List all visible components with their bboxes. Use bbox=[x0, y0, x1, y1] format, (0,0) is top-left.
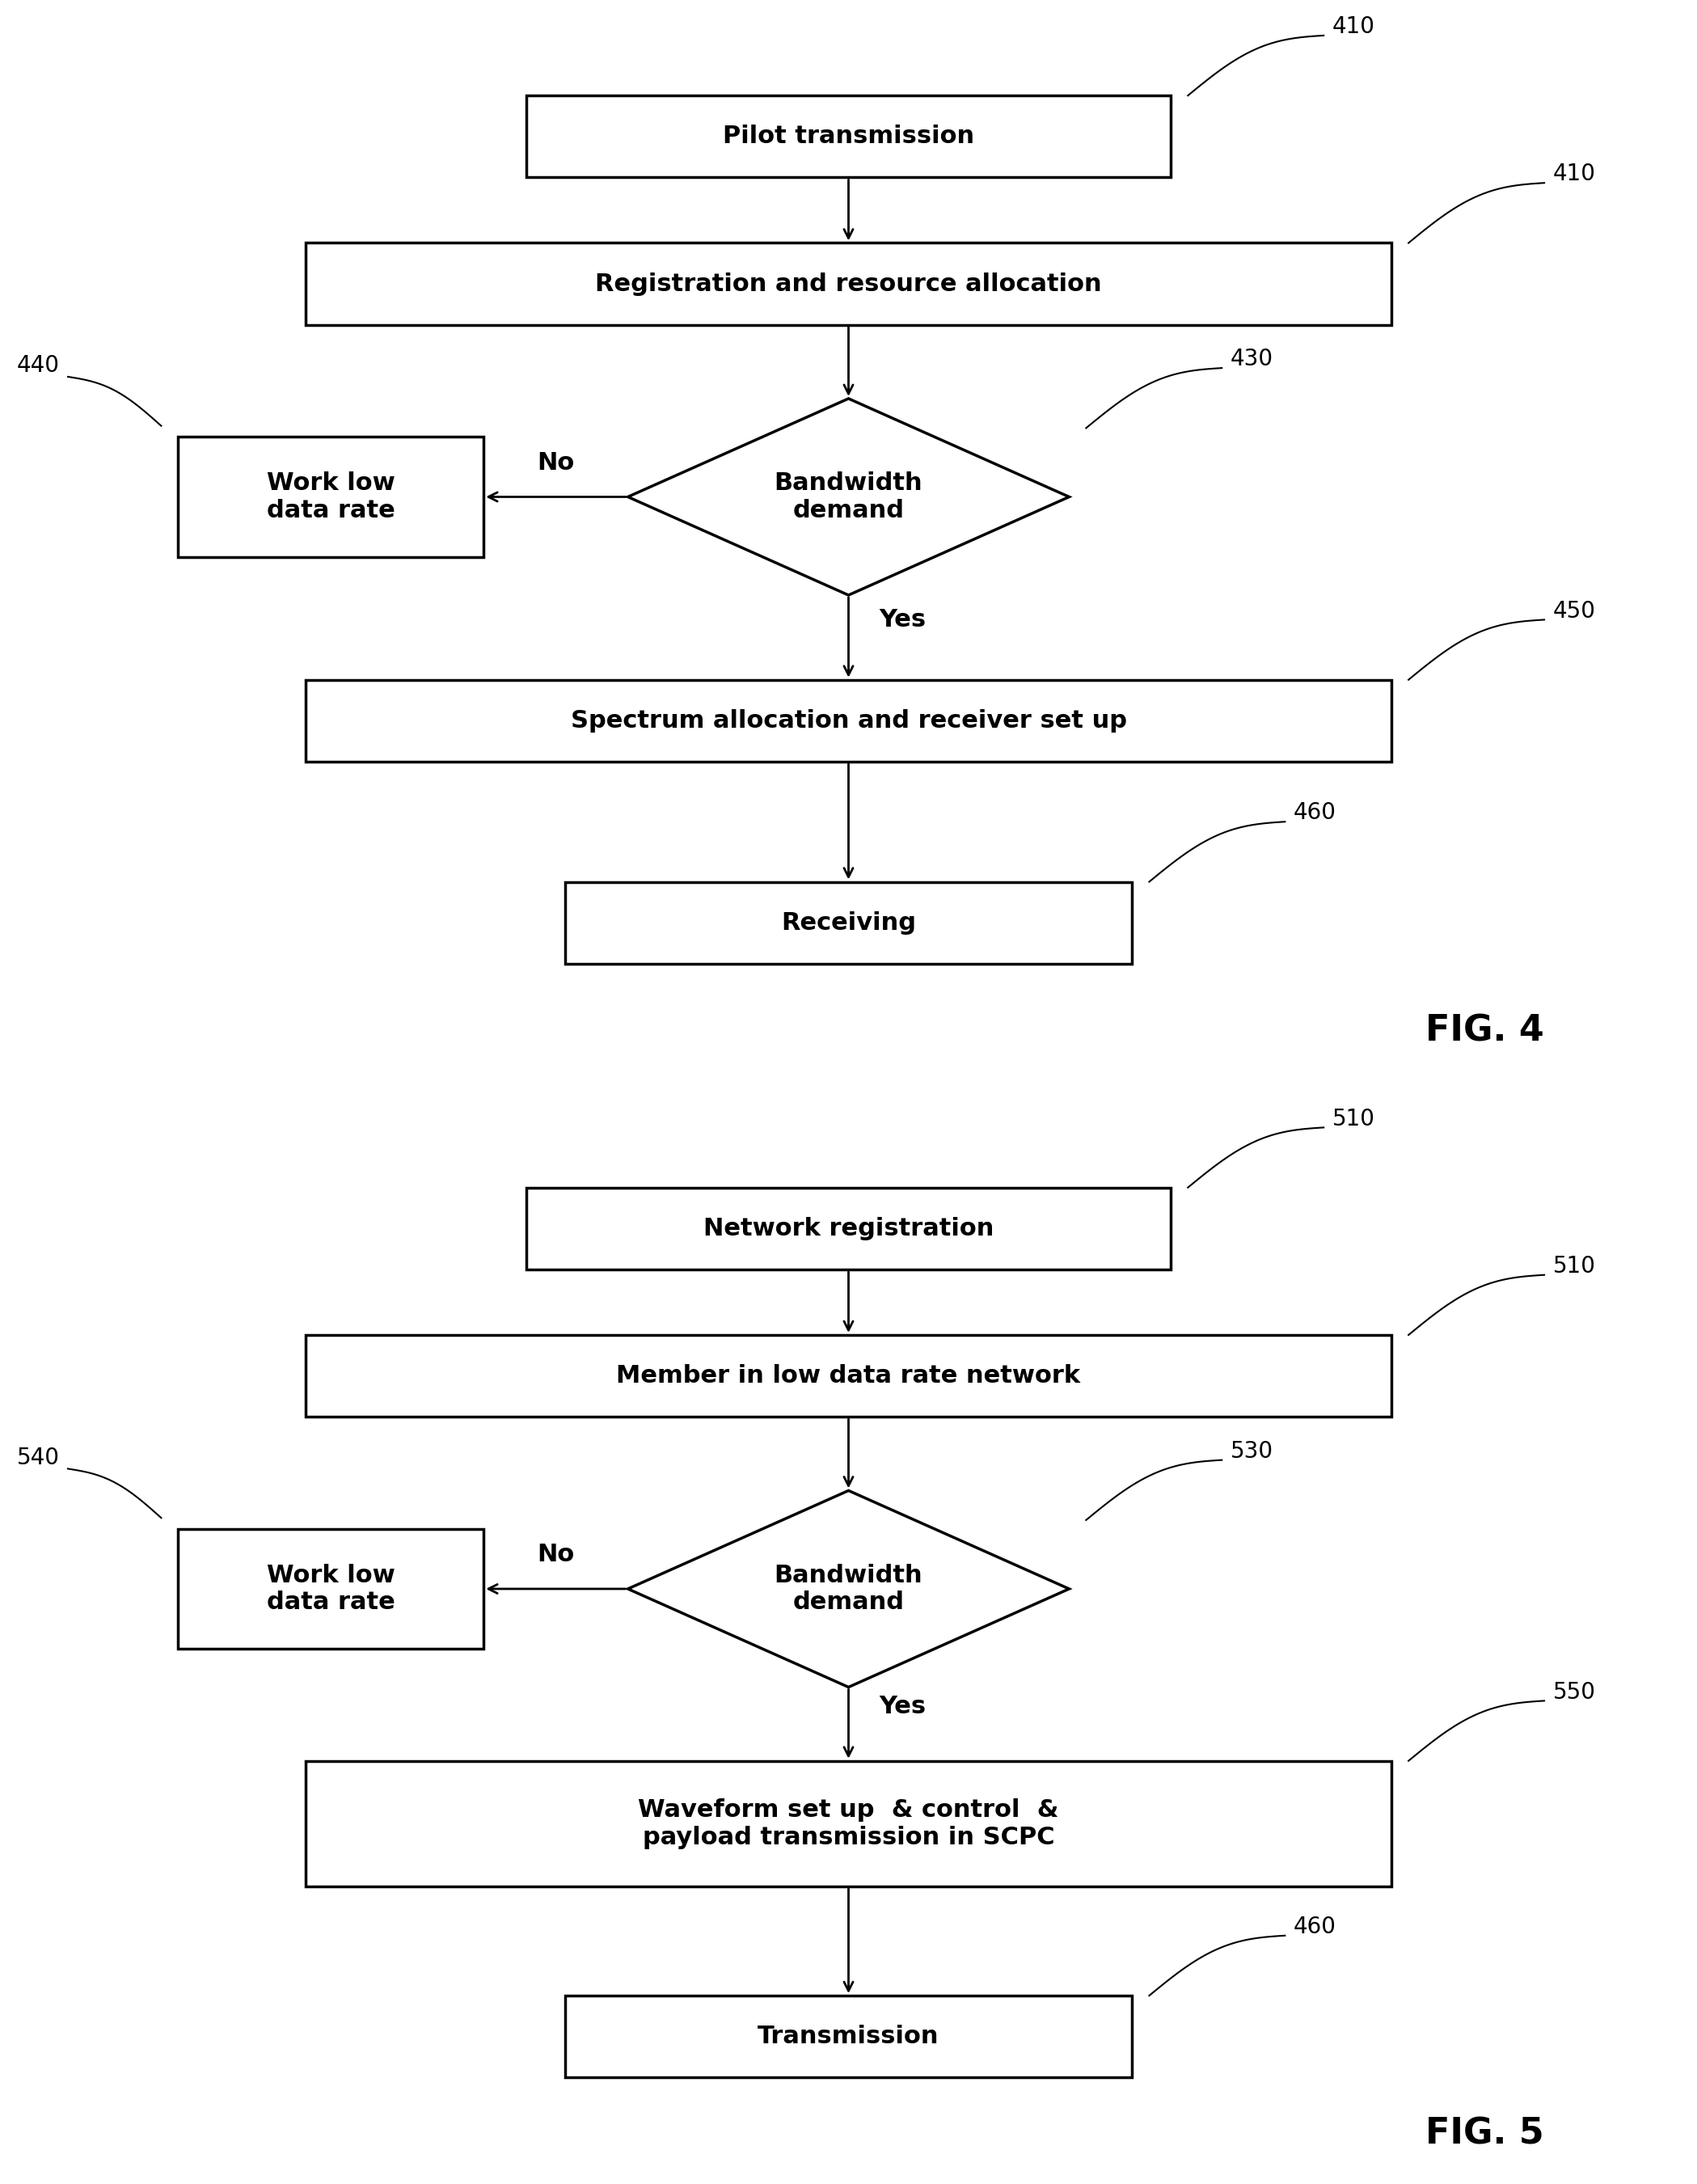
Text: Yes: Yes bbox=[879, 607, 927, 631]
Text: No: No bbox=[536, 450, 575, 474]
Text: 540: 540 bbox=[17, 1446, 59, 1470]
Text: FIG. 5: FIG. 5 bbox=[1425, 2116, 1544, 2151]
Text: 460: 460 bbox=[1293, 802, 1336, 823]
Text: 460: 460 bbox=[1293, 1915, 1336, 1937]
FancyBboxPatch shape bbox=[526, 1188, 1171, 1269]
Text: 510: 510 bbox=[1553, 1256, 1595, 1278]
Text: Bandwidth
demand: Bandwidth demand bbox=[774, 1564, 923, 1614]
Text: 410: 410 bbox=[1553, 164, 1595, 186]
Text: No: No bbox=[536, 1542, 575, 1566]
Text: 410: 410 bbox=[1332, 15, 1375, 37]
Text: 440: 440 bbox=[17, 354, 59, 378]
FancyBboxPatch shape bbox=[305, 679, 1392, 762]
FancyBboxPatch shape bbox=[178, 437, 484, 557]
FancyBboxPatch shape bbox=[305, 1334, 1392, 1417]
Text: Bandwidth
demand: Bandwidth demand bbox=[774, 472, 923, 522]
Text: 450: 450 bbox=[1553, 601, 1595, 622]
Text: Work low
data rate: Work low data rate bbox=[266, 1564, 395, 1614]
FancyBboxPatch shape bbox=[178, 1529, 484, 1649]
Text: Receiving: Receiving bbox=[781, 911, 916, 935]
Text: FIG. 4: FIG. 4 bbox=[1425, 1013, 1544, 1048]
Text: Registration and resource allocation: Registration and resource allocation bbox=[596, 273, 1101, 295]
Text: Member in low data rate network: Member in low data rate network bbox=[616, 1365, 1081, 1387]
Text: Pilot transmission: Pilot transmission bbox=[723, 124, 974, 149]
Text: Spectrum allocation and receiver set up: Spectrum allocation and receiver set up bbox=[570, 710, 1127, 732]
Polygon shape bbox=[628, 1489, 1069, 1686]
Polygon shape bbox=[628, 397, 1069, 594]
Text: 430: 430 bbox=[1230, 347, 1273, 371]
Text: Transmission: Transmission bbox=[759, 2025, 938, 2049]
FancyBboxPatch shape bbox=[526, 96, 1171, 177]
FancyBboxPatch shape bbox=[565, 882, 1132, 963]
FancyBboxPatch shape bbox=[305, 242, 1392, 325]
Text: 530: 530 bbox=[1230, 1439, 1273, 1463]
FancyBboxPatch shape bbox=[305, 1760, 1392, 1887]
Text: Work low
data rate: Work low data rate bbox=[266, 472, 395, 522]
Text: 550: 550 bbox=[1553, 1682, 1595, 1704]
FancyBboxPatch shape bbox=[565, 1996, 1132, 2077]
Text: 510: 510 bbox=[1332, 1107, 1375, 1129]
Text: Network registration: Network registration bbox=[703, 1216, 994, 1241]
Text: Yes: Yes bbox=[879, 1695, 927, 1719]
Text: Waveform set up  & control  &
payload transmission in SCPC: Waveform set up & control & payload tran… bbox=[638, 1797, 1059, 1850]
